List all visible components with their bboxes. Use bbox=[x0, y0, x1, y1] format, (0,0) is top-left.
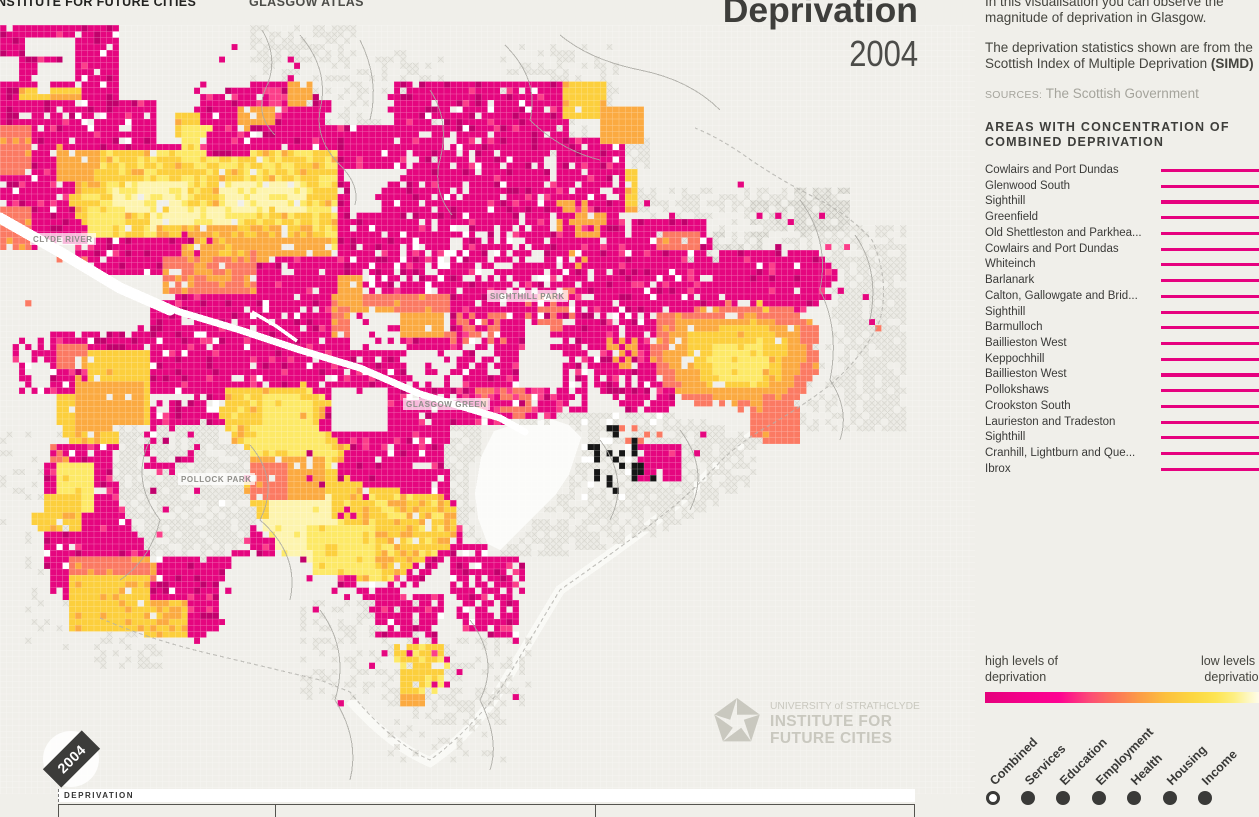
svg-text:INSTITUTE FOR: INSTITUTE FOR bbox=[770, 713, 892, 730]
svg-text:FUTURE CITIES: FUTURE CITIES bbox=[770, 730, 892, 747]
svg-text:UNIVERSITY of STRATHCLYDE: UNIVERSITY of STRATHCLYDE bbox=[770, 701, 920, 712]
